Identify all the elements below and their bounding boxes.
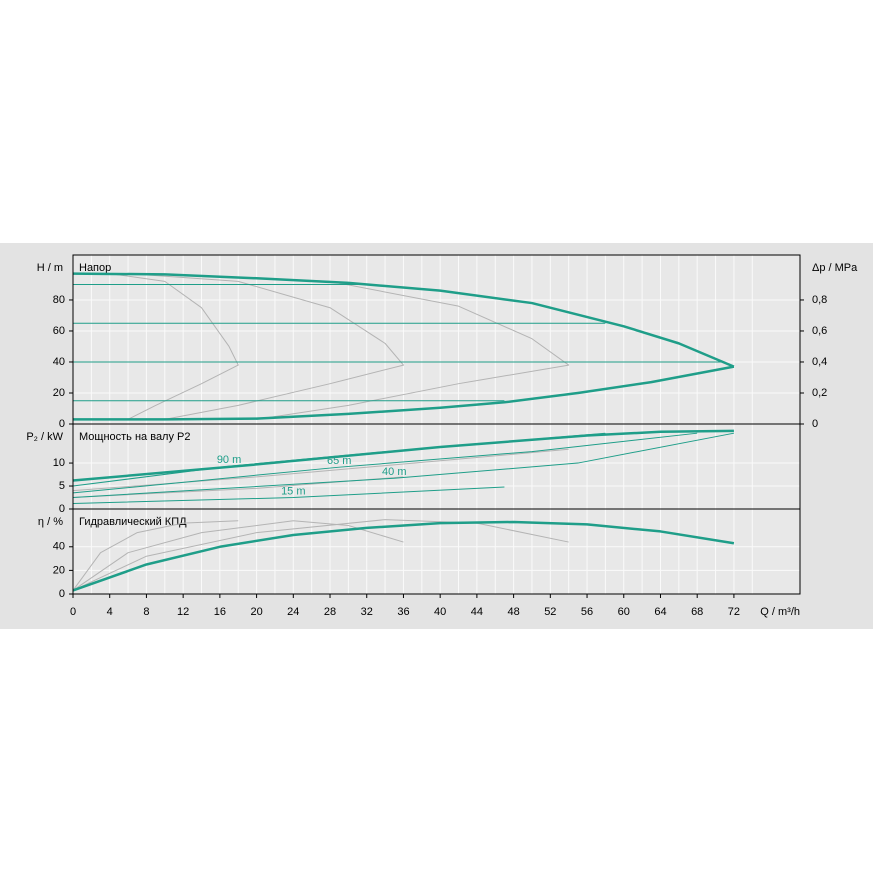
- plot-area: [73, 255, 800, 424]
- y-axis-label: η / %: [38, 516, 63, 528]
- y-tick-label: 40: [53, 541, 65, 553]
- y2-tick-label: 0: [812, 418, 818, 430]
- x-tick-label: 48: [507, 606, 519, 618]
- x-tick-label: 16: [214, 606, 226, 618]
- curve: [72, 519, 569, 591]
- x-tick-label: 44: [471, 606, 483, 618]
- y2-tick-label: 0,8: [812, 294, 827, 306]
- x-tick-label: 32: [361, 606, 373, 618]
- y-axis-label: P₂ / kW: [26, 431, 63, 443]
- x-tick-label: 56: [581, 606, 593, 618]
- y-tick-label: 0: [59, 503, 65, 515]
- curve: [73, 365, 735, 421]
- y-tick-label: 20: [53, 387, 65, 399]
- y-tick-label: 20: [53, 564, 65, 576]
- y-tick-label: 40: [53, 356, 65, 368]
- y-tick-label: 60: [53, 325, 65, 337]
- y-tick-label: 10: [53, 457, 65, 469]
- curve-label: 40 m: [382, 466, 406, 478]
- y-tick-label: 5: [59, 480, 65, 492]
- x-tick-label: 20: [250, 606, 262, 618]
- x-tick-label: 60: [618, 606, 630, 618]
- y2-tick-label: 0,6: [812, 325, 827, 337]
- curve: [128, 273, 404, 420]
- x-tick-label: 36: [397, 606, 409, 618]
- y2-tick-label: 0,4: [812, 356, 827, 368]
- curve: [72, 272, 735, 368]
- x-tick-label: 24: [287, 606, 299, 618]
- x-tick-label: 28: [324, 606, 336, 618]
- y-tick-label: 0: [59, 418, 65, 430]
- curve: [72, 486, 505, 504]
- curve-label: 90 m: [217, 454, 241, 466]
- curve: [72, 432, 735, 499]
- x-tick-label: 40: [434, 606, 446, 618]
- x-tick-label: 64: [654, 606, 666, 618]
- curve: [72, 520, 239, 591]
- x-tick-label: 12: [177, 606, 189, 618]
- x-tick-label: 68: [691, 606, 703, 618]
- x-tick-label: 72: [728, 606, 740, 618]
- curve: [72, 429, 734, 482]
- curve: [146, 273, 570, 420]
- plot-border: [72, 508, 801, 595]
- curve: [72, 432, 698, 494]
- x-tick-label: 0: [70, 606, 76, 618]
- curve: [72, 520, 735, 592]
- y2-axis-label: Δp / MPa: [812, 262, 858, 274]
- panel-title: Мощность на валу P2: [79, 431, 191, 443]
- panel-title: Гидравлический КПД: [79, 516, 187, 528]
- y-axis-label: H / m: [37, 262, 63, 274]
- x-tick-label: 4: [107, 606, 113, 618]
- x-axis-label: Q / m³/h: [760, 606, 800, 618]
- panel-title: Напор: [79, 262, 111, 274]
- curve-label: 15 m: [281, 485, 305, 497]
- x-tick-label: 8: [143, 606, 149, 618]
- y-tick-label: 80: [53, 294, 65, 306]
- y2-tick-label: 0,2: [812, 387, 827, 399]
- y-tick-label: 0: [59, 588, 65, 600]
- curve: [109, 273, 239, 420]
- x-tick-label: 52: [544, 606, 556, 618]
